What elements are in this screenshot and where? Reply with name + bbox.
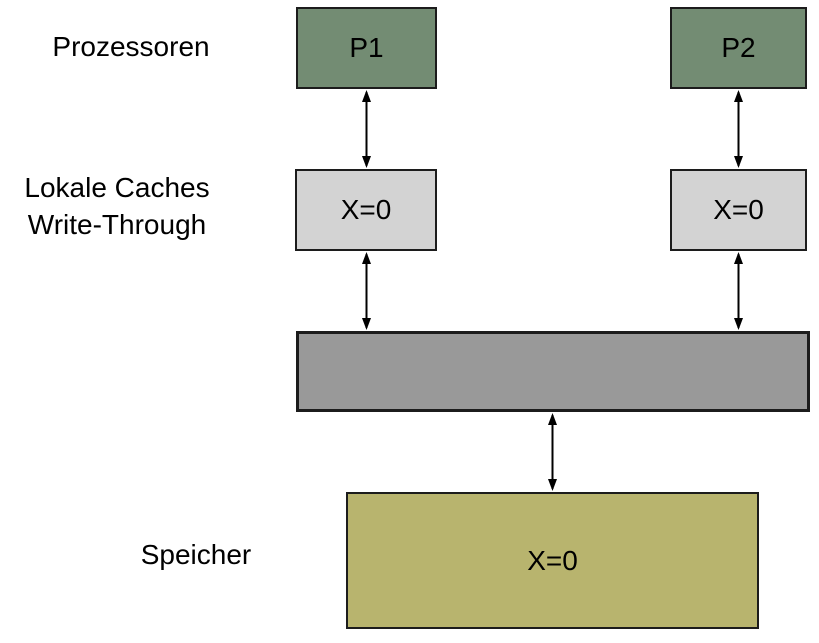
- arrow-cache1-bus: [362, 252, 371, 330]
- arrow-p2-cache2: [734, 90, 743, 168]
- memory-box: X=0: [346, 492, 759, 629]
- write-through-label-line2: Write-Through: [27, 209, 207, 240]
- local-caches-label-line1: Lokale Caches: [24, 172, 210, 203]
- local-caches-row-label: Lokale Caches Write-Through: [7, 169, 227, 243]
- processor-p2-box: P2: [670, 7, 807, 89]
- cache1-value-label: X=0: [340, 194, 392, 225]
- arrow-cache2-bus: [734, 252, 743, 330]
- cache2-box: X=0: [670, 169, 807, 251]
- processor-p2-label: P2: [721, 32, 756, 63]
- processor-p1-box: P1: [296, 7, 437, 89]
- bus-box: [296, 331, 810, 412]
- cache2-value-label: X=0: [713, 194, 764, 225]
- processor-p1-label: P1: [349, 32, 384, 63]
- memory-value-label: X=0: [527, 544, 578, 576]
- cache1-box: X=0: [295, 169, 437, 251]
- memory-row-label: Speicher: [140, 539, 252, 570]
- arrow-p1-cache1: [362, 90, 371, 168]
- processors-row-label: Prozessoren: [52, 31, 210, 62]
- arrow-bus-memory: [548, 413, 557, 491]
